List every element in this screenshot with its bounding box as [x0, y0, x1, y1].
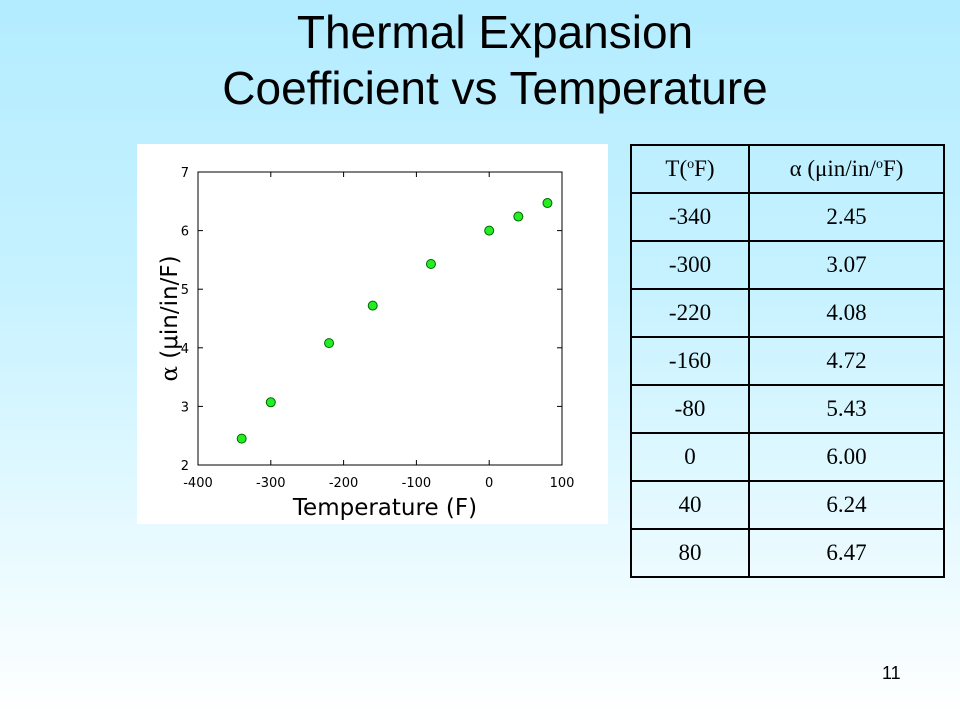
slide-title: Thermal Expansion Coefficient vs Tempera… — [0, 4, 960, 116]
data-point — [367, 300, 378, 311]
table-cell-temperature: -160 — [630, 336, 750, 386]
table-cell-alpha: 4.08 — [748, 288, 945, 338]
x-tick-label: -400 — [183, 476, 213, 491]
table-row: -160 4.72 — [630, 336, 945, 386]
table-cell-alpha: 6.00 — [748, 432, 945, 482]
y-tick-label: 6 — [181, 225, 189, 240]
x-tick-label: 100 — [550, 476, 575, 491]
table-header-alpha: α (μin/in/oF) — [748, 144, 945, 194]
table-cell-alpha: 4.72 — [748, 336, 945, 386]
slide-title-line1: Thermal Expansion — [296, 6, 694, 58]
table-header-row: T(oF) α (μin/in/oF) — [630, 144, 945, 194]
x-axis-label: Temperature (F) — [292, 495, 477, 521]
slide-title-line2: Coefficient vs Temperature — [222, 62, 768, 114]
data-point — [236, 433, 247, 444]
y-axis-label-symbol: α — [157, 366, 183, 382]
data-point — [425, 259, 436, 270]
x-tick-label: 0 — [485, 476, 493, 491]
table-cell-alpha: 6.24 — [748, 480, 945, 530]
table-cell-temperature: 0 — [630, 432, 750, 482]
table-row: 40 6.24 — [630, 480, 945, 530]
table-cell-alpha: 5.43 — [748, 384, 945, 434]
table-header-temperature: T(oF) — [630, 144, 750, 194]
table-row: -340 2.45 — [630, 192, 945, 242]
y-axis-label-units: (μin/in/F) — [157, 255, 183, 366]
table-row: 0 6.00 — [630, 432, 945, 482]
y-tick-label: 2 — [181, 459, 189, 474]
plot-frame — [197, 171, 563, 466]
table-cell-temperature: -80 — [630, 384, 750, 434]
table-cell-alpha: 6.47 — [748, 528, 945, 578]
table-cell-temperature: 40 — [630, 480, 750, 530]
x-tick-label: -300 — [256, 476, 286, 491]
page-number: 11 — [882, 663, 901, 683]
chart-svg: -400 -300 -200 -100 0 100 2 3 4 5 6 7 Temperature (F… — [157, 166, 575, 521]
data-point — [484, 225, 495, 236]
table-row: 80 6.47 — [630, 528, 945, 578]
table-row: -220 4.08 — [630, 288, 945, 338]
table-row: -80 5.43 — [630, 384, 945, 434]
x-tick-label: -200 — [329, 476, 359, 491]
y-axis-label: α (μin/in/F) — [157, 255, 183, 381]
y-tick-label: 3 — [181, 400, 189, 415]
table-cell-temperature: -220 — [630, 288, 750, 338]
x-tick-label: -100 — [402, 476, 432, 491]
data-point — [513, 211, 524, 222]
y-tick-label: 7 — [181, 166, 189, 181]
table-cell-alpha: 2.45 — [748, 192, 945, 242]
data-table: T(oF) α (μin/in/oF) -340 2.45 -300 3.07 -2… — [630, 144, 945, 578]
table-cell-temperature: -300 — [630, 240, 750, 290]
scatter-chart: -400 -300 -200 -100 0 100 2 3 4 5 6 7 Temperature (F… — [137, 144, 608, 524]
data-point — [542, 198, 553, 209]
y-tick-label: 4 — [181, 342, 189, 357]
table-row: -300 3.07 — [630, 240, 945, 290]
table-cell-alpha: 3.07 — [748, 240, 945, 290]
table-cell-temperature: -340 — [630, 192, 750, 242]
data-point — [324, 338, 335, 349]
y-tick-label: 5 — [181, 283, 189, 298]
data-point — [265, 397, 276, 408]
table-cell-temperature: 80 — [630, 528, 750, 578]
